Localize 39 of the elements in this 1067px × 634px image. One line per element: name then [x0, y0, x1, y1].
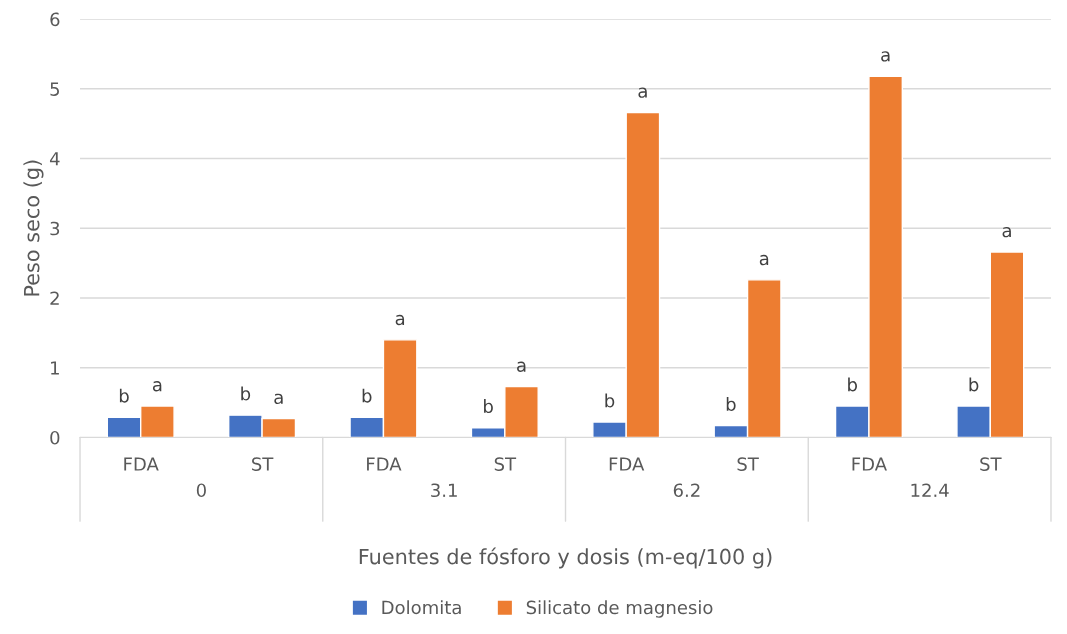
- y-tick-label: 5: [50, 82, 59, 96]
- data-label: b: [969, 377, 979, 392]
- x-tick-label: FDA: [124, 457, 159, 471]
- y-tick-label: 4: [49, 152, 60, 166]
- legend-label: Silicato de magnesio: [526, 600, 713, 618]
- data-label: a: [638, 87, 647, 98]
- y-tick-label: 3: [50, 221, 60, 236]
- x-tick-label: FDA: [609, 457, 645, 471]
- data-label: b: [241, 386, 251, 401]
- x-axis-title: Fuentes de fósforo y dosis (m-eq/100 g): [359, 547, 772, 569]
- x-tick-label: ST: [252, 457, 274, 471]
- x-tick-label: ST: [494, 457, 517, 471]
- data-label: b: [726, 397, 736, 411]
- y-tick-label: 1: [51, 361, 59, 375]
- text: 12.4: [911, 483, 949, 497]
- y-tick-label: 2: [50, 291, 59, 305]
- legend-label: Dolomita: [382, 600, 461, 615]
- text: 0: [196, 483, 206, 498]
- data-label: a: [517, 361, 526, 372]
- data-label: b: [484, 399, 493, 414]
- text: 6.2: [673, 483, 700, 498]
- x-tick-label: ST: [980, 457, 1002, 471]
- x-tick-label: FDA: [852, 457, 887, 471]
- x-tick-label: FDA: [367, 457, 402, 471]
- y-axis-title: Peso seco (g): [23, 160, 44, 296]
- data-label: b: [119, 388, 129, 403]
- y-tick-label: 0: [50, 430, 60, 445]
- x-tick-label: ST: [737, 457, 759, 471]
- y-tick-label: 6: [50, 12, 60, 27]
- data-label: a: [395, 314, 405, 326]
- data-label: b: [362, 388, 372, 403]
- data-label: b: [605, 393, 615, 408]
- data-label: a: [152, 381, 162, 392]
- data-label: a: [759, 254, 769, 266]
- data-label: b: [848, 377, 857, 392]
- text: 3.1: [431, 483, 457, 498]
- data-label: a: [1002, 226, 1011, 238]
- data-label: a: [274, 393, 283, 405]
- data-label: a: [881, 51, 890, 62]
